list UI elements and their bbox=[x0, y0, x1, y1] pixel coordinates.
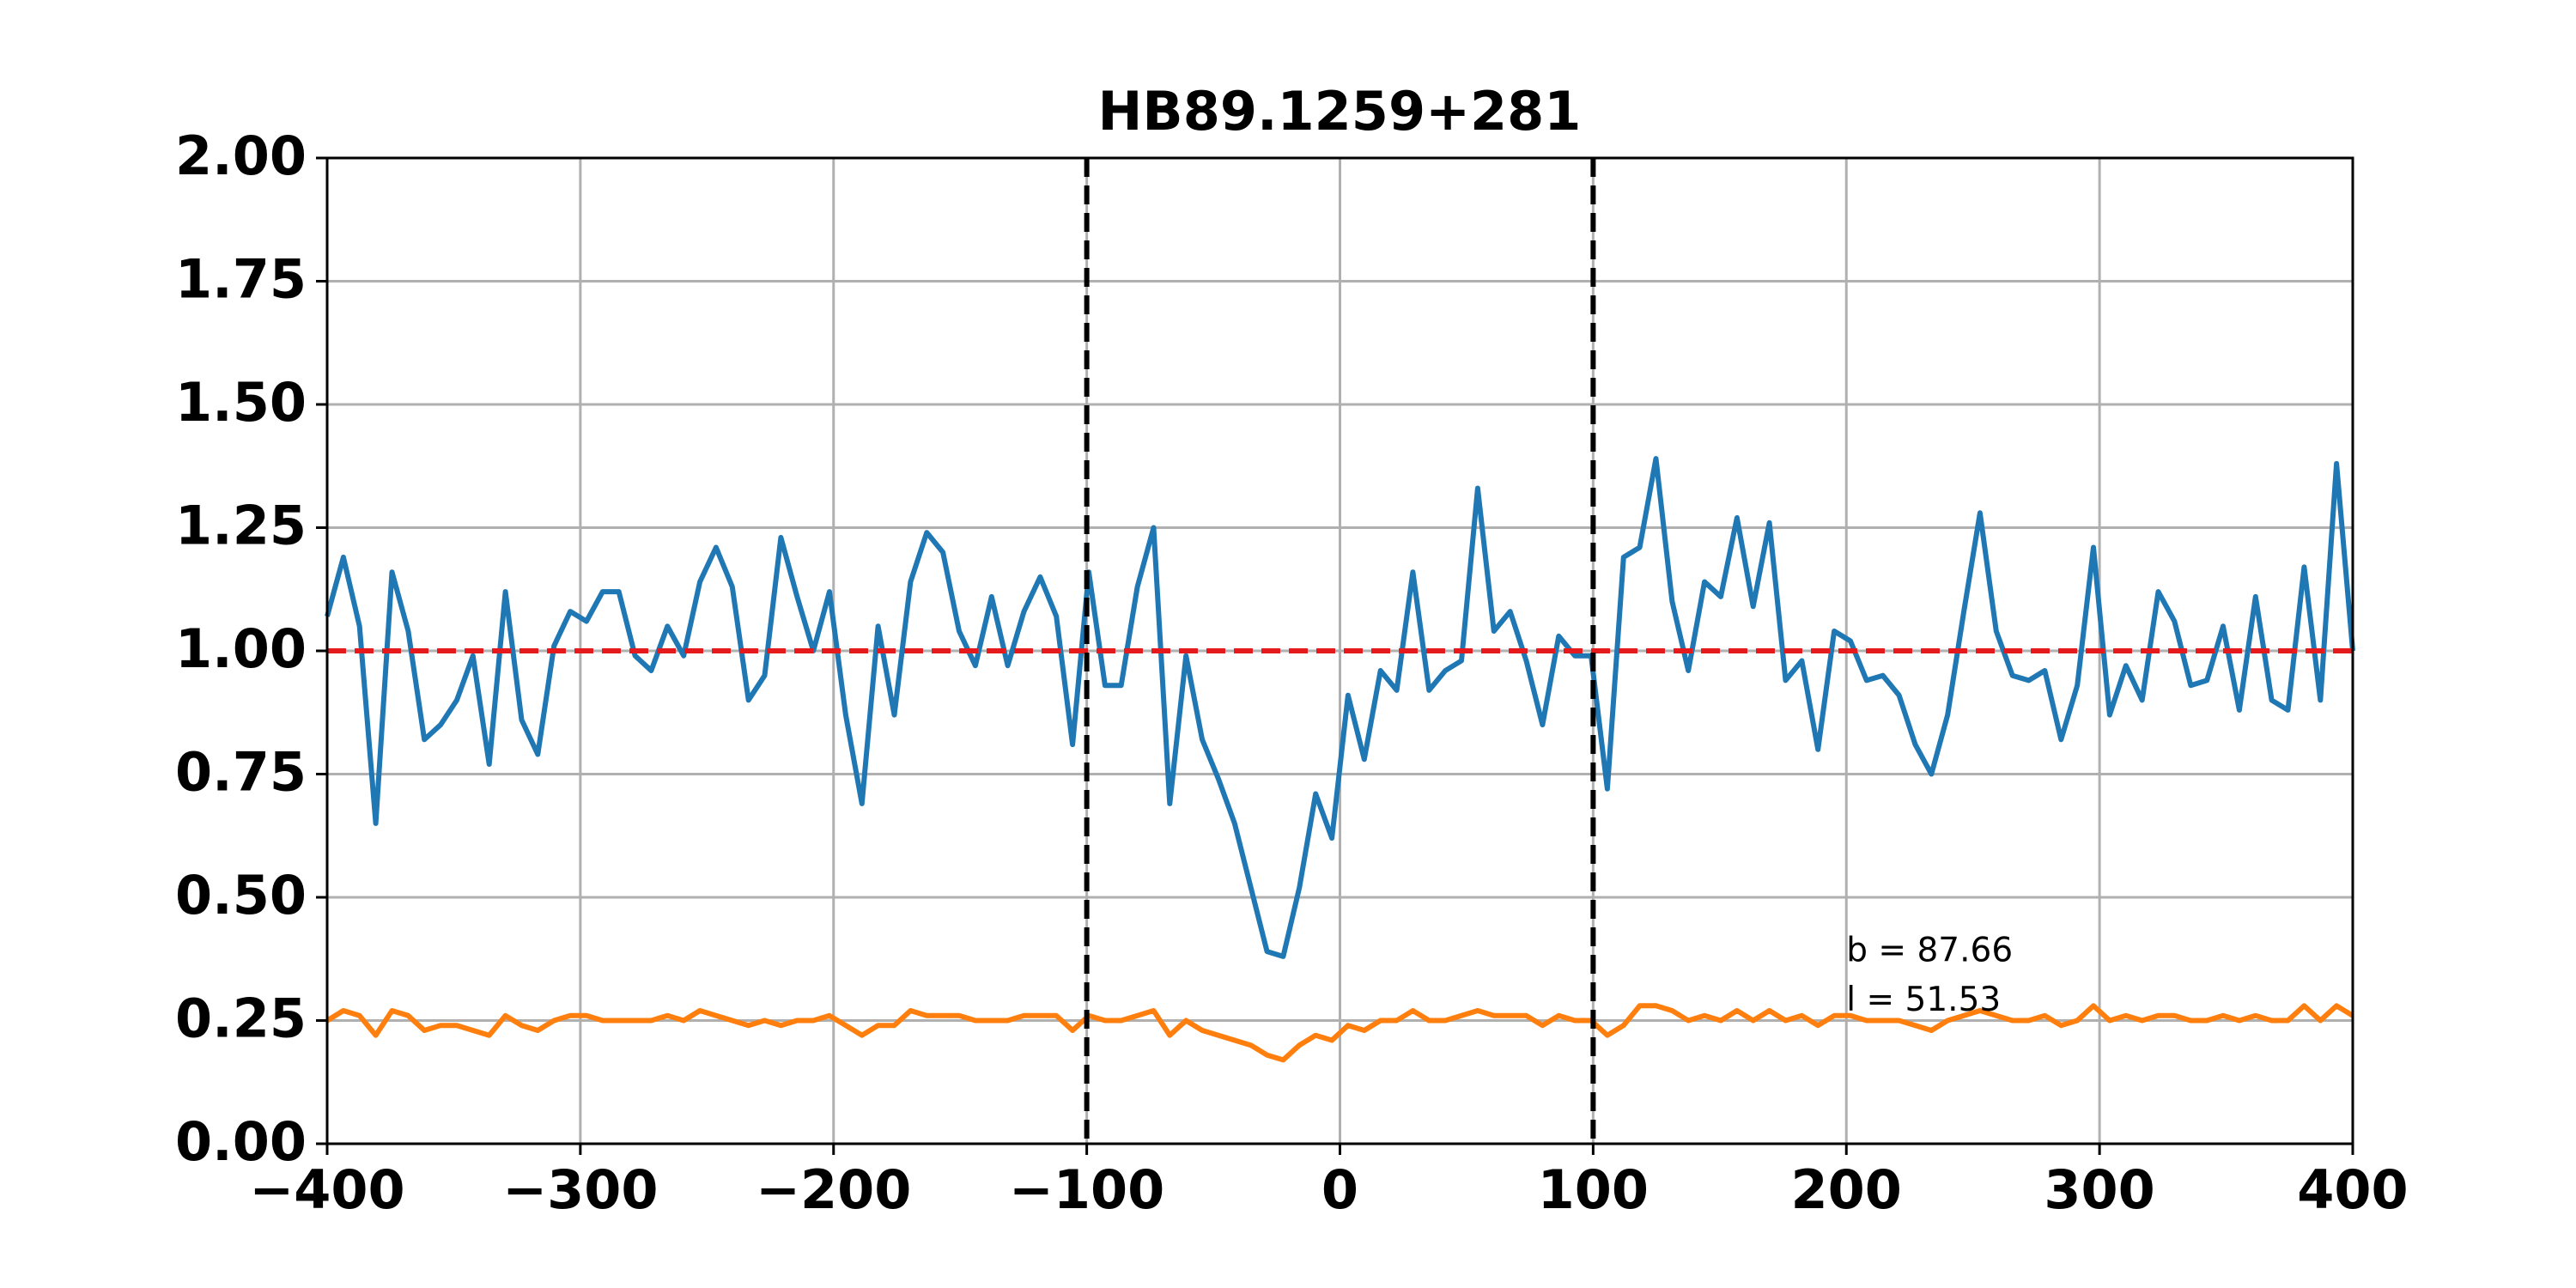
y-tick-label: 0.00 bbox=[175, 1110, 307, 1173]
x-tick-label: 200 bbox=[1791, 1158, 1902, 1221]
annotation: b = 87.66 bbox=[1846, 932, 2013, 970]
y-tick-label: 0.50 bbox=[175, 864, 307, 927]
y-tick-label: 0.75 bbox=[175, 741, 307, 804]
annotation: l = 51.53 bbox=[1846, 981, 2001, 1019]
data-line bbox=[325, 1003, 2354, 1063]
x-tick-label: −200 bbox=[756, 1158, 911, 1221]
x-tick-label: 0 bbox=[1321, 1158, 1358, 1221]
x-tick-label: 300 bbox=[2044, 1158, 2154, 1221]
y-tick-label: 1.50 bbox=[175, 371, 307, 434]
x-tick-label: −100 bbox=[1009, 1158, 1164, 1221]
x-tick-label: −400 bbox=[249, 1158, 404, 1221]
y-tick-label: 2.00 bbox=[175, 125, 307, 187]
y-tick-label: 0.25 bbox=[175, 987, 307, 1050]
x-tick-label: 100 bbox=[1538, 1158, 1649, 1221]
plot-frame bbox=[325, 156, 2354, 1145]
x-tick-label: −300 bbox=[502, 1158, 658, 1221]
x-tick-label: 400 bbox=[2297, 1158, 2408, 1221]
chart-title: HB89.1259+281 bbox=[1098, 80, 1582, 143]
y-tick-label: 1.00 bbox=[175, 617, 307, 680]
y-tick-label: 1.75 bbox=[175, 248, 307, 311]
y-tick-label: 1.25 bbox=[175, 495, 307, 557]
data-line bbox=[325, 456, 2355, 959]
